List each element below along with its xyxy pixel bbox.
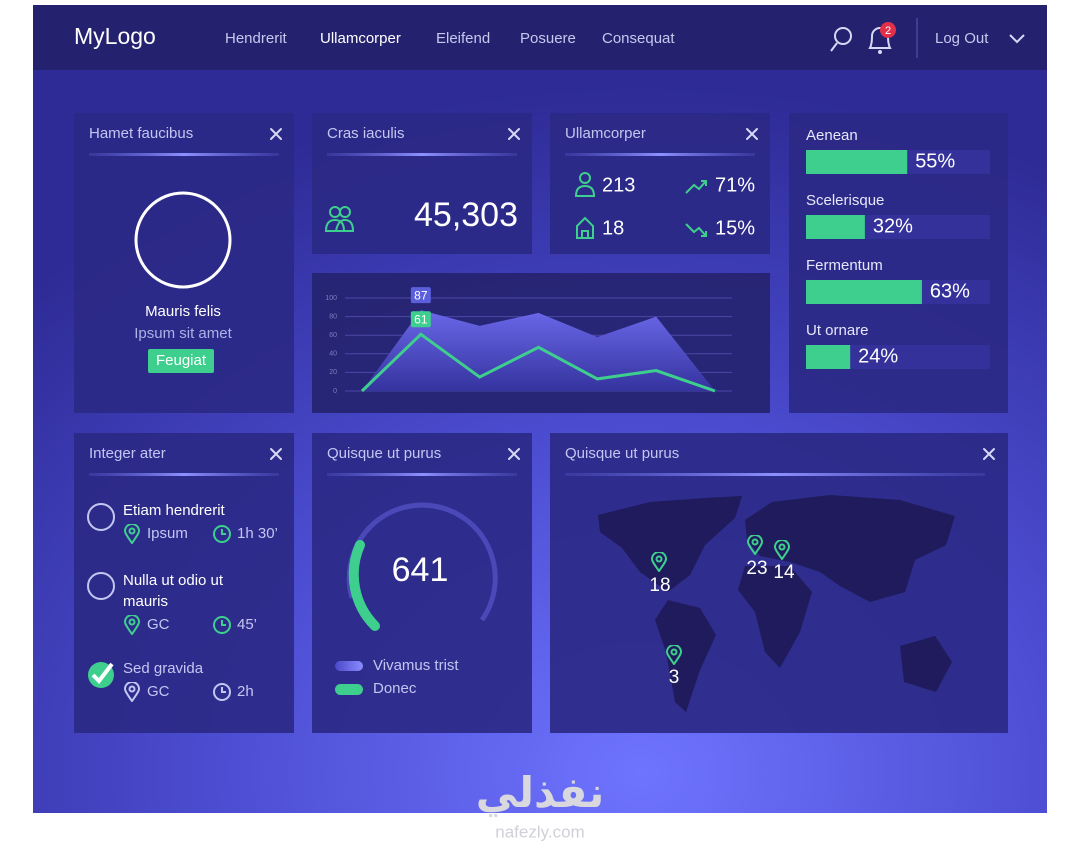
line	[360, 332, 716, 393]
header-bar	[33, 5, 1047, 70]
up-value: 71%	[715, 174, 755, 196]
todo-time: 1h 30’	[237, 525, 278, 542]
legend-label: Vivamus trist	[373, 657, 459, 674]
bar-value-label: 24%	[858, 345, 898, 367]
map-marker-label: 18	[649, 575, 670, 596]
legend-swatch	[335, 684, 363, 695]
panel-title: Quisque ut purus	[565, 445, 679, 462]
bar-value-label: 55%	[915, 150, 955, 172]
dropdown-chevron[interactable]	[1009, 34, 1025, 44]
panel-title: Cras iaculis	[327, 125, 405, 142]
panel-title: Hamet faucibus	[89, 125, 193, 142]
value-label-box	[410, 287, 431, 304]
bar	[806, 150, 908, 174]
map-marker-label: 3	[669, 667, 680, 688]
counter-value: 45,303	[414, 196, 518, 234]
bar-category: Scelerisque	[806, 192, 884, 209]
search-icon[interactable]	[830, 27, 852, 52]
y-tick-label: 80	[329, 313, 337, 320]
value-label-box	[410, 311, 431, 328]
y-tick-label: 0	[333, 388, 337, 395]
panel-title: Ullamcorper	[565, 125, 646, 142]
y-tick-label: 100	[325, 295, 337, 302]
bar-category: Aenean	[806, 127, 858, 144]
todo-title: Etiam hendrerit	[123, 502, 226, 519]
profile-button-label[interactable]: Feugiat	[156, 352, 207, 369]
bar-category: Fermentum	[806, 257, 883, 274]
profile-button[interactable]	[148, 349, 214, 373]
map-marker-label: 23	[746, 558, 767, 579]
world-map	[598, 495, 955, 712]
user-icon	[574, 172, 596, 197]
logout[interactable]: Log Out	[935, 30, 989, 47]
bar-category: Ut ornare	[806, 322, 869, 339]
close-buttons[interactable]	[270, 128, 995, 460]
people-icon	[324, 206, 355, 232]
todo-place: GC	[147, 683, 170, 700]
checkbox-checked[interactable]	[88, 662, 114, 688]
bar	[806, 215, 865, 239]
nav-link[interactable]: Hendrerit	[225, 30, 288, 47]
watermark-arabic: نفذلي	[476, 769, 605, 818]
todo-place: GC	[147, 616, 170, 633]
nav-link[interactable]: Posuere	[520, 30, 576, 47]
map-marker-label: 14	[773, 562, 795, 583]
y-tick-label: 20	[329, 369, 337, 376]
nav-link[interactable]: Consequat	[602, 30, 675, 47]
home-icon	[576, 216, 594, 239]
bar	[806, 345, 851, 369]
trend-down-icon	[685, 223, 707, 237]
bar-value-label: 32%	[873, 215, 913, 237]
profile-name: Mauris felis	[145, 303, 221, 320]
trend-up-icon	[685, 180, 707, 194]
value-label: 87	[414, 288, 428, 302]
watermark-latin: nafezly.com	[495, 822, 584, 841]
notification-count: 2	[885, 25, 891, 37]
todo-title: Nulla ut odio ut mauris	[123, 572, 224, 610]
homes-value: 18	[602, 217, 624, 239]
users-value: 213	[602, 174, 635, 196]
todo-time: 2h	[237, 683, 254, 700]
bar-value-label: 63%	[930, 280, 970, 302]
checkbox[interactable]	[87, 572, 115, 600]
checkbox[interactable]	[87, 503, 115, 531]
gauge-arc	[348, 540, 380, 631]
y-tick-label: 40	[329, 351, 337, 358]
y-tick-label: 60	[329, 332, 337, 339]
avatar	[134, 191, 232, 289]
nav-link-active[interactable]: Ullamcorper	[320, 30, 401, 47]
panel-underlines	[89, 153, 985, 476]
bar	[806, 280, 922, 304]
area	[362, 310, 715, 391]
notification-badge	[880, 22, 896, 38]
nav-link[interactable]: Eleifend	[436, 30, 490, 47]
value-label: 61	[414, 312, 428, 326]
panel-title: Quisque ut purus	[327, 445, 441, 462]
todo-place: Ipsum	[147, 525, 188, 542]
legend-label: Donec	[373, 680, 417, 697]
legend-swatch	[335, 661, 363, 671]
todo-title-done: Sed gravida	[123, 660, 204, 677]
logo[interactable]: MyLogo	[74, 23, 156, 49]
panel-title: Integer ater	[89, 445, 166, 462]
gauge-value: 641	[392, 551, 449, 589]
todo-time: 45’	[237, 616, 257, 633]
down-value: 15%	[715, 217, 755, 239]
profile-subtitle: Ipsum sit amet	[134, 325, 232, 342]
